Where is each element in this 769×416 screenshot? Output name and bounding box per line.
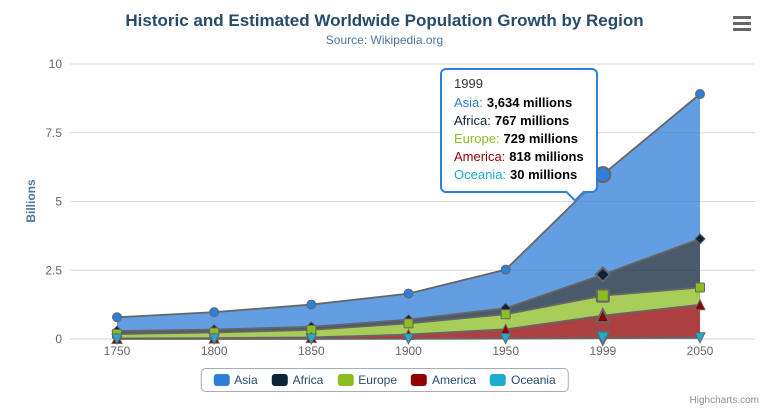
x-axis-label-1950: 1950 [492, 344, 519, 358]
tooltip-rows: Asia: 3,634 millions Africa: 767 millions Eu… [454, 94, 584, 184]
area-america[interactable] [117, 304, 700, 339]
legend-label: Asia [234, 373, 258, 387]
area-asia[interactable] [117, 94, 700, 332]
marker-europe-1999[interactable] [595, 288, 610, 303]
chart-subtitle: Source: Wikipedia.org [325, 33, 444, 47]
tooltip-row-oceania: Oceania: 30 millions [454, 166, 584, 184]
marker-oceania-2050[interactable] [694, 332, 706, 344]
export-menu-button[interactable] [730, 13, 754, 35]
y-axis-label-2.5: 2.5 [45, 263, 62, 277]
legend-label: Europe [358, 373, 398, 387]
marker-africa-1999[interactable] [594, 266, 612, 283]
marker-asia-1800[interactable] [209, 307, 220, 318]
x-axis-label-2050: 2050 [687, 344, 714, 358]
marker-oceania-1850[interactable] [305, 333, 318, 346]
legend-item-america[interactable]: America [411, 373, 476, 387]
marker-oceania-1900[interactable] [402, 333, 415, 345]
tooltip-series-name: Africa: [454, 113, 491, 128]
legend-item-asia[interactable]: Asia [213, 373, 258, 387]
tooltip-row-africa: Africa: 767 millions [454, 112, 584, 130]
legend-swatch-europe [337, 374, 354, 386]
x-axis-label-1999: 1999 [589, 344, 616, 358]
legend-item-oceania[interactable]: Oceania [490, 373, 556, 387]
tooltip-series-value: 767 millions [494, 113, 570, 128]
x-axis-label-1900: 1900 [395, 344, 422, 358]
marker-europe-1950[interactable] [500, 309, 511, 320]
tooltip-header: 1999 [454, 76, 483, 91]
legend-swatch-oceania [490, 374, 507, 386]
marker-oceania-1750[interactable] [111, 333, 123, 346]
marker-europe-1900[interactable] [403, 318, 414, 329]
marker-oceania-1999[interactable] [594, 330, 611, 347]
legend-swatch-asia [213, 374, 230, 386]
marker-africa-2050[interactable] [694, 233, 706, 245]
marker-asia-1900[interactable] [403, 288, 414, 299]
marker-oceania-1800[interactable] [208, 333, 220, 346]
marker-asia-1750[interactable] [112, 312, 122, 323]
x-axis-label-1750: 1750 [104, 344, 131, 358]
marker-asia-2050[interactable] [695, 89, 705, 100]
tooltip-series-value: 30 millions [510, 167, 578, 182]
legend-item-africa[interactable]: Africa [271, 373, 324, 387]
marker-oceania-1950[interactable] [499, 333, 512, 345]
tooltip-series-name: America: [454, 149, 506, 164]
x-axis-label-1800: 1800 [201, 344, 228, 358]
tooltip-row-asia: Asia: 3,634 millions [454, 94, 584, 112]
marker-america-1999[interactable] [594, 306, 611, 324]
credits-link[interactable]: Highcharts.com [689, 395, 759, 406]
legend-label: America [432, 373, 477, 387]
tooltip-row-america: America: 818 millions [454, 148, 584, 166]
y-axis-label-0: 0 [55, 332, 62, 346]
y-axis-label-5: 5 [55, 195, 62, 209]
tooltip-row-europe: Europe: 729 millions [454, 130, 584, 148]
y-axis-label-10: 10 [49, 57, 63, 71]
legend-item-europe[interactable]: Europe [337, 373, 397, 387]
marker-america-2050[interactable] [694, 298, 706, 311]
x-axis-label-1850: 1850 [298, 344, 325, 358]
y-axis-label-7.5: 7.5 [45, 126, 62, 140]
area-africa[interactable] [117, 238, 700, 334]
marker-asia-1850[interactable] [306, 299, 317, 310]
tooltip: 1999 Asia: 3,634 millions Africa: 767 milli… [440, 68, 598, 202]
marker-asia-1950[interactable] [500, 264, 511, 275]
legend-swatch-america [411, 374, 428, 386]
legend: Asia Africa Europe America Oceania [200, 368, 569, 392]
legend-swatch-africa [271, 374, 288, 386]
tooltip-series-value: 729 millions [503, 131, 578, 146]
chart-title: Historic and Estimated Worldwide Populat… [125, 11, 644, 30]
tooltip-series-name: Asia: [454, 95, 483, 110]
marker-europe-2050[interactable] [695, 282, 705, 293]
hamburger-icon [733, 16, 751, 31]
legend-label: Africa [292, 373, 324, 387]
tooltip-series-value: 818 millions [509, 149, 584, 164]
tooltip-series-value: 3,634 millions [486, 95, 573, 110]
y-axis-title: Billions [24, 179, 38, 223]
tooltip-series-name: Europe: [454, 131, 500, 146]
legend-label: Oceania [511, 373, 556, 387]
tooltip-series-name: Oceania: [454, 167, 507, 182]
